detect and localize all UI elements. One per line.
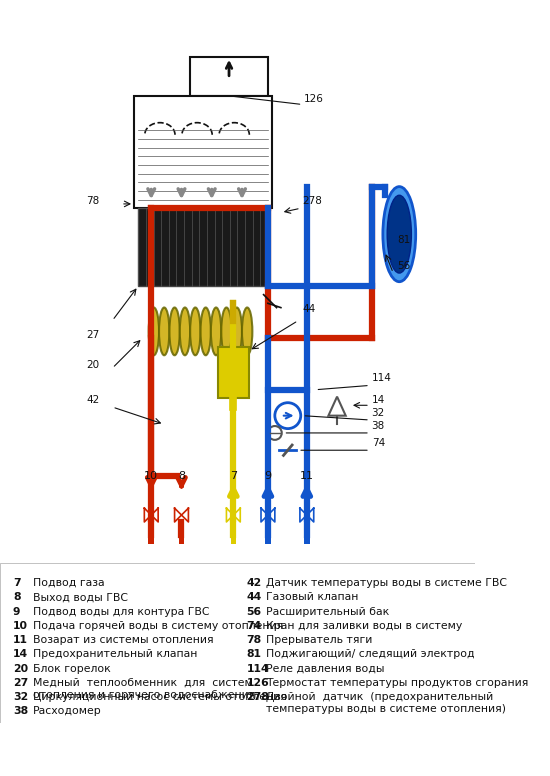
- Text: 11: 11: [13, 636, 28, 645]
- Text: Кран для заливки воды в систему: Кран для заливки воды в систему: [266, 621, 463, 631]
- Text: 114: 114: [372, 373, 392, 383]
- Circle shape: [268, 426, 282, 440]
- Ellipse shape: [169, 307, 180, 355]
- Text: 42: 42: [246, 578, 262, 588]
- Text: 32: 32: [372, 407, 385, 417]
- Text: 38: 38: [372, 421, 385, 431]
- Text: 42: 42: [86, 395, 100, 405]
- Ellipse shape: [159, 307, 169, 355]
- Text: 44: 44: [302, 304, 316, 314]
- Text: 20: 20: [13, 663, 28, 674]
- Text: 27: 27: [13, 678, 28, 688]
- Text: Газовый клапан: Газовый клапан: [266, 592, 359, 602]
- Bar: [190, 57, 268, 96]
- Text: Медный  теплообменник  для  систем
отопления и горячего водоснабжения: Медный теплообменник для систем отоплени…: [33, 678, 255, 699]
- Text: 44: 44: [246, 592, 262, 602]
- Text: Предохранительный клапан: Предохранительный клапан: [33, 650, 197, 660]
- Text: 278: 278: [302, 196, 322, 206]
- Text: 8: 8: [178, 471, 185, 481]
- Text: 32: 32: [13, 692, 28, 702]
- Text: 278: 278: [246, 692, 269, 702]
- Bar: [134, 96, 272, 208]
- Text: 9: 9: [265, 471, 272, 481]
- Ellipse shape: [383, 187, 416, 282]
- Text: 81: 81: [398, 235, 411, 244]
- Text: 81: 81: [246, 650, 261, 660]
- Text: Прерыватель тяги: Прерыватель тяги: [266, 636, 372, 645]
- Text: 78: 78: [86, 196, 100, 206]
- Bar: [147, 303, 259, 359]
- Text: Поджигающий/ следящий электрод: Поджигающий/ следящий электрод: [266, 650, 475, 660]
- Text: Реле давления воды: Реле давления воды: [266, 663, 384, 674]
- Text: 11: 11: [300, 471, 314, 481]
- Text: Расширительный бак: Расширительный бак: [266, 607, 389, 617]
- Text: Подача горячей воды в систему отопления: Подача горячей воды в систему отопления: [33, 621, 283, 631]
- Bar: [138, 208, 268, 286]
- Text: 74: 74: [246, 621, 262, 631]
- Circle shape: [275, 403, 301, 428]
- Text: 38: 38: [13, 706, 28, 716]
- Ellipse shape: [148, 307, 159, 355]
- Ellipse shape: [221, 307, 232, 355]
- Text: 14: 14: [13, 650, 28, 660]
- Text: Подвод газа: Подвод газа: [33, 578, 104, 588]
- Text: 56: 56: [398, 261, 411, 271]
- Polygon shape: [328, 397, 346, 416]
- Text: 8: 8: [13, 592, 20, 602]
- Text: Возарат из системы отопления: Возарат из системы отопления: [33, 636, 213, 645]
- Text: Двойной  датчик  (предохранительный
температуры воды в системе отопления): Двойной датчик (предохранительный темпер…: [266, 692, 506, 714]
- Text: 7: 7: [230, 471, 237, 481]
- Text: Датчик температуры воды в системе ГВС: Датчик температуры воды в системе ГВС: [266, 578, 507, 588]
- Ellipse shape: [180, 307, 190, 355]
- Text: 9: 9: [13, 607, 20, 617]
- Text: 10: 10: [13, 621, 28, 631]
- Text: Блок горелок: Блок горелок: [33, 663, 111, 674]
- Bar: [148, 532, 154, 543]
- Text: 20: 20: [86, 360, 100, 370]
- Text: 27: 27: [86, 330, 100, 340]
- Text: Циркуляционный насос системы отопления: Циркуляционный насос системы отопления: [33, 692, 287, 702]
- Bar: [304, 532, 310, 543]
- Text: 126: 126: [246, 678, 269, 688]
- Bar: [265, 532, 271, 543]
- Text: 7: 7: [13, 578, 20, 588]
- Ellipse shape: [190, 307, 201, 355]
- Bar: [179, 532, 184, 543]
- Text: 14: 14: [372, 395, 385, 405]
- Text: 78: 78: [246, 636, 261, 645]
- Ellipse shape: [387, 196, 411, 273]
- Bar: [0, 563, 475, 723]
- Text: Выход воды ГВС: Выход воды ГВС: [33, 592, 128, 602]
- Bar: [218, 347, 249, 398]
- Bar: [230, 532, 236, 543]
- Ellipse shape: [242, 307, 252, 355]
- Text: 114: 114: [246, 663, 269, 674]
- Text: Расходомер: Расходомер: [33, 706, 102, 716]
- Text: 10: 10: [144, 471, 158, 481]
- Text: 56: 56: [246, 607, 261, 617]
- Ellipse shape: [232, 307, 242, 355]
- Ellipse shape: [201, 307, 211, 355]
- Text: 74: 74: [372, 438, 385, 448]
- Text: Термостат температуры продуктов сгорания: Термостат температуры продуктов сгорания: [266, 678, 529, 688]
- Text: 126: 126: [304, 94, 324, 104]
- Text: Подвод воды для контура ГВС: Подвод воды для контура ГВС: [33, 607, 210, 617]
- Ellipse shape: [211, 307, 221, 355]
